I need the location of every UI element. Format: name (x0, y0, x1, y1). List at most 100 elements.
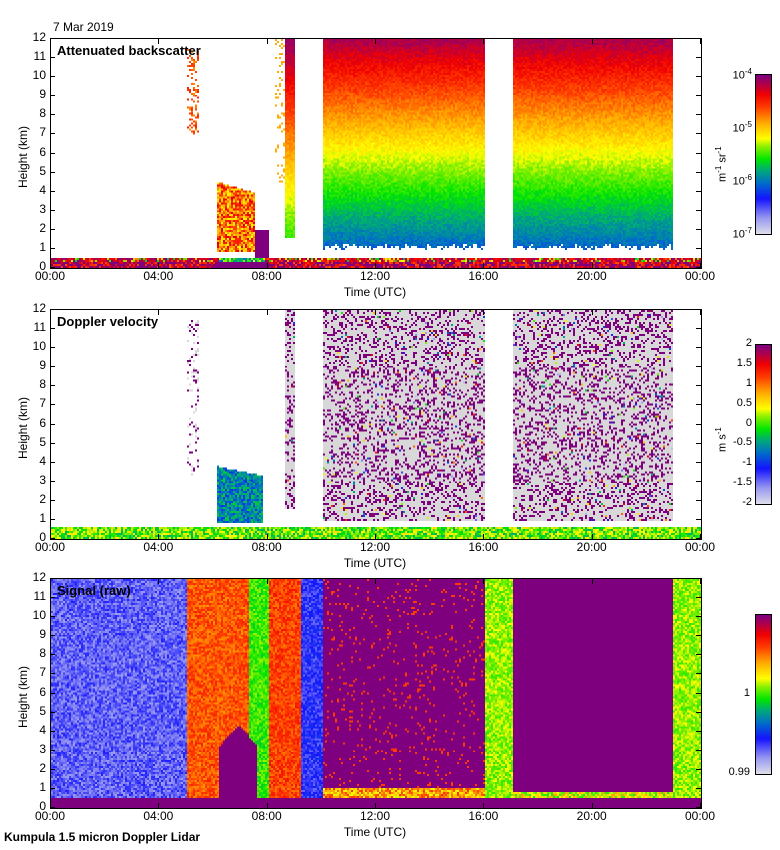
y-tick-label: 0 (39, 259, 46, 273)
x-tick-mark (266, 579, 268, 584)
y-tick-mark (696, 787, 701, 789)
y-tick-mark (696, 133, 701, 135)
y-tick-label: 7 (39, 125, 46, 140)
y-tick-mark (696, 347, 701, 349)
y-tick-mark (50, 209, 55, 211)
colorbar-tick-label: 0 (745, 416, 752, 429)
y-tick-mark (50, 807, 55, 808)
x-axis-label: Time (UTC) (343, 556, 407, 570)
x-tick-mark (158, 803, 160, 808)
y-tick-mark (696, 768, 701, 770)
x-tick-label: 16:00 (468, 540, 499, 554)
x-tick-mark (483, 39, 485, 44)
y-tick-mark (50, 114, 55, 116)
y-tick-mark (696, 385, 701, 387)
y-tick-mark (696, 442, 701, 444)
x-tick-mark (266, 310, 268, 315)
x-tick-mark (591, 39, 593, 44)
y-tick-label: 2 (39, 760, 46, 775)
y-tick-mark (696, 247, 701, 249)
colorbar-tick-label: -0.5 (733, 436, 752, 449)
y-tick-mark (696, 228, 701, 230)
x-tick-mark (266, 263, 268, 268)
y-tick-label: 4 (39, 453, 46, 468)
y-tick-mark (696, 95, 701, 97)
y-tick-mark (696, 328, 701, 330)
y-tick-label: 9 (39, 358, 46, 373)
y-tick-mark (50, 328, 55, 330)
x-tick-mark (50, 534, 51, 539)
x-tick-mark (50, 39, 51, 44)
y-tick-mark (696, 404, 701, 406)
x-tick-mark (483, 579, 485, 584)
x-tick-label: 04:00 (143, 809, 174, 823)
y-tick-mark (696, 267, 701, 268)
y-tick-label: 10 (32, 339, 46, 354)
panel-title: Signal (raw) (57, 583, 131, 598)
y-tick-mark (50, 768, 55, 770)
x-tick-label: 20:00 (576, 540, 607, 554)
y-tick-mark (696, 538, 701, 539)
x-tick-mark (50, 803, 51, 808)
y-tick-mark (50, 499, 55, 501)
y-tick-mark (696, 730, 701, 732)
colorbar-unit-label: m s-1 (714, 426, 729, 452)
y-tick-mark (50, 673, 55, 675)
y-tick-mark (696, 209, 701, 211)
y-tick-label: 6 (39, 415, 46, 430)
y-tick-label: 10 (32, 68, 46, 83)
y-tick-label: 12 (32, 570, 46, 584)
y-tick-mark (50, 57, 55, 59)
x-tick-mark (591, 803, 593, 808)
colorbar-tick-label: 10-7 (732, 226, 752, 241)
x-tick-label: 08:00 (251, 269, 282, 283)
colorbar-tick-label: -1.5 (733, 476, 752, 489)
x-tick-label: 12:00 (359, 540, 391, 554)
colorbar-tick-label: 2 (745, 337, 752, 349)
x-tick-label: 00:00 (34, 269, 66, 283)
y-tick-label: 0 (39, 799, 46, 813)
y-tick-mark (50, 597, 55, 599)
y-tick-label: 4 (39, 182, 46, 197)
y-tick-mark (50, 385, 55, 387)
colorbar-tick-label: 1.5 (736, 356, 752, 369)
y-tick-mark (696, 480, 701, 482)
y-tick-label: 12 (32, 30, 46, 44)
x-tick-label: 00:00 (34, 540, 66, 554)
colorbar-tick-label: 1 (745, 376, 752, 389)
colorbar-gradient (756, 345, 771, 504)
y-tick-label: 8 (39, 377, 46, 392)
x-tick-mark (375, 579, 376, 584)
y-tick-mark (50, 347, 55, 349)
x-tick-mark (483, 263, 485, 268)
y-tick-label: 8 (39, 646, 46, 661)
y-tick-mark (50, 749, 55, 751)
x-axis-label: Time (UTC) (343, 825, 407, 839)
y-tick-mark (50, 247, 55, 249)
y-tick-mark (50, 518, 55, 520)
y-tick-label: 1 (39, 779, 46, 794)
heatmap-attenuated-backscatter (51, 39, 701, 268)
x-tick-mark (591, 263, 593, 268)
colorbar-gradient (756, 615, 771, 774)
x-tick-mark (483, 310, 485, 315)
x-tick-label: 00:00 (684, 269, 716, 283)
y-tick-label: 5 (39, 163, 46, 178)
colorbar-tick-label: 0.99 (728, 766, 750, 778)
x-tick-label: 12:00 (359, 269, 391, 283)
x-tick-mark (700, 579, 701, 584)
heatmap-doppler-velocity (51, 310, 701, 539)
y-tick-mark (50, 692, 55, 694)
x-tick-mark (158, 579, 160, 584)
x-tick-mark (158, 263, 160, 268)
y-tick-mark (696, 711, 701, 713)
x-tick-label: 16:00 (468, 269, 499, 283)
x-tick-mark (700, 534, 701, 539)
y-tick-mark (696, 76, 701, 78)
x-tick-mark (50, 579, 51, 584)
x-tick-label: 04:00 (143, 540, 174, 554)
y-tick-label: 9 (39, 87, 46, 102)
y-tick-mark (696, 57, 701, 59)
y-tick-mark (696, 309, 701, 310)
y-tick-mark (696, 578, 701, 579)
